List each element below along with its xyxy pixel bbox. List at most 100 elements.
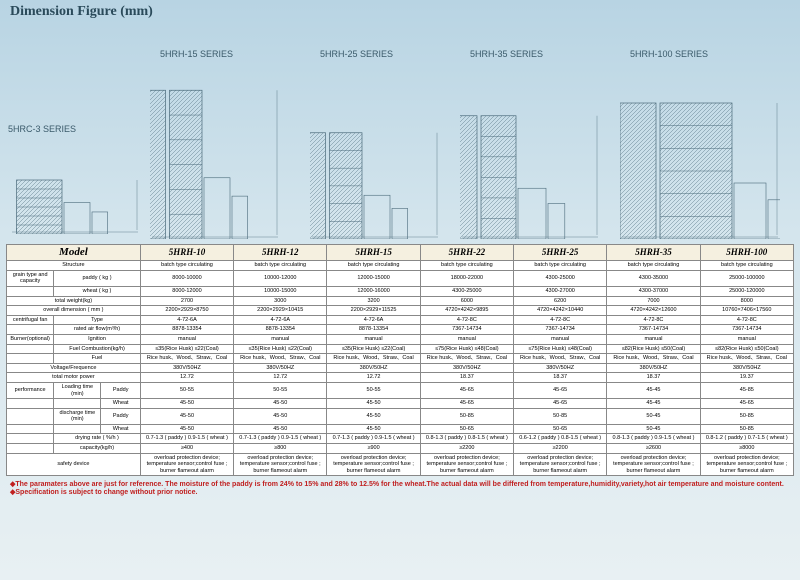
table-cell: ≤75(Rice Husk) ≤48(Coal) bbox=[514, 344, 607, 354]
model-header: Model bbox=[7, 245, 141, 261]
table-cell: 4-72-8C bbox=[607, 315, 700, 325]
row-header: total motor power bbox=[7, 373, 141, 383]
table-cell: 19.37 bbox=[700, 373, 793, 383]
machine-diagram bbox=[150, 64, 280, 239]
table-cell: 18.37 bbox=[514, 373, 607, 383]
table-cell: ≤75(Rice Husk) ≤48(Coal) bbox=[420, 344, 513, 354]
table-cell: Rice husk、Wood、Straw、Coal bbox=[700, 354, 793, 364]
table-cell: Rice husk、Wood、Straw、Coal bbox=[607, 354, 700, 364]
table-cell: 50-85 bbox=[700, 424, 793, 434]
table-cell: 50-65 bbox=[514, 424, 607, 434]
table-cell: 10000-15000 bbox=[234, 286, 327, 296]
table-cell: 12.72 bbox=[234, 373, 327, 383]
series-label: 5HRC-3 SERIES bbox=[8, 124, 76, 134]
table-cell: overload protection device; temperature … bbox=[607, 453, 700, 476]
note-2: ◆Specification is subject to change with… bbox=[10, 488, 790, 496]
row-header: centrifugal fan bbox=[7, 315, 54, 325]
table-cell: 380V/50HZ bbox=[514, 363, 607, 373]
series-label: 5HRH-15 SERIES bbox=[160, 49, 233, 59]
table-cell: manual bbox=[514, 334, 607, 344]
table-cell: 3200 bbox=[327, 296, 420, 306]
row-subheader: drying rate ( %/h ) bbox=[54, 434, 141, 444]
table-cell: 12000-16000 bbox=[327, 286, 420, 296]
table-cell: ≥2200 bbox=[420, 444, 513, 454]
row-header bbox=[7, 408, 54, 424]
table-cell: 4300-35000 bbox=[607, 270, 700, 286]
note-1: ◆The paramaters above are just for refer… bbox=[10, 480, 790, 488]
table-cell: ≤35(Rice Husk) ≤22(Coal) bbox=[140, 344, 233, 354]
series-label: 5HRH-35 SERIES bbox=[470, 49, 543, 59]
table-cell: overload protection device; temperature … bbox=[514, 453, 607, 476]
col-header: 5HRH-12 bbox=[234, 245, 327, 261]
table-cell: manual bbox=[700, 334, 793, 344]
table-cell: 8878-13354 bbox=[140, 325, 233, 335]
table-cell: 380V/50HZ bbox=[327, 363, 420, 373]
table-cell: 45-65 bbox=[514, 399, 607, 409]
table-cell: 380V/50HZ bbox=[140, 363, 233, 373]
table-cell: 50-45 bbox=[607, 424, 700, 434]
col-header: 5HRH-22 bbox=[420, 245, 513, 261]
table-cell: 45-85 bbox=[700, 382, 793, 398]
table-cell: 4300-27000 bbox=[514, 286, 607, 296]
row-subheader: Fuel bbox=[54, 354, 141, 364]
row-header bbox=[7, 344, 54, 354]
table-cell: ≥900 bbox=[327, 444, 420, 454]
row-subheader: Paddy bbox=[101, 408, 140, 424]
table-cell: batch type circulating bbox=[420, 261, 513, 271]
table-cell: batch type circulating bbox=[700, 261, 793, 271]
table-cell: 4-72-8C bbox=[514, 315, 607, 325]
table-cell: 45-50 bbox=[327, 399, 420, 409]
table-cell: batch type circulating bbox=[234, 261, 327, 271]
table-cell: ≥800 bbox=[234, 444, 327, 454]
spec-table-wrap: Model5HRH-105HRH-125HRH-155HRH-225HRH-25… bbox=[0, 244, 800, 476]
table-cell: 25000-120000 bbox=[700, 286, 793, 296]
table-cell: 45-50 bbox=[140, 424, 233, 434]
table-cell: ≤35(Rice Husk) ≤22(Coal) bbox=[327, 344, 420, 354]
table-cell: manual bbox=[607, 334, 700, 344]
table-cell: overload protection device; temperature … bbox=[327, 453, 420, 476]
col-header: 5HRH-10 bbox=[140, 245, 233, 261]
table-cell: 50-65 bbox=[420, 424, 513, 434]
row-header: safety device bbox=[7, 453, 141, 476]
row-header bbox=[7, 354, 54, 364]
table-cell: 0.7-1.3 ( paddy ) 0.9-1.5 ( wheat ) bbox=[140, 434, 233, 444]
row-subheader: Type bbox=[54, 315, 141, 325]
table-cell: 0.8-1.2 ( paddy ) 0.7-1.5 ( wheat ) bbox=[700, 434, 793, 444]
table-cell: 8878-13354 bbox=[234, 325, 327, 335]
table-cell: 8000 bbox=[700, 296, 793, 306]
row-header bbox=[7, 399, 54, 409]
table-cell: Rice husk、Wood、Straw、Coal bbox=[420, 354, 513, 364]
table-cell: 50-85 bbox=[514, 408, 607, 424]
row-header: Burner(optional) bbox=[7, 334, 54, 344]
table-cell: 7367-14734 bbox=[700, 325, 793, 335]
table-cell: ≤35(Rice Husk) ≤22(Coal) bbox=[234, 344, 327, 354]
table-cell: 45-50 bbox=[140, 399, 233, 409]
row-header: grain type and capacity bbox=[7, 270, 54, 286]
table-cell: 45-65 bbox=[514, 382, 607, 398]
table-cell: manual bbox=[234, 334, 327, 344]
table-cell: 380V/50HZ bbox=[420, 363, 513, 373]
table-cell: ≥2600 bbox=[607, 444, 700, 454]
table-cell: 380V/50HZ bbox=[700, 363, 793, 373]
row-subheader: Ignition bbox=[54, 334, 141, 344]
table-cell: 50-85 bbox=[700, 408, 793, 424]
row-header: Voltage/Frequence bbox=[7, 363, 141, 373]
table-cell: Rice husk、Wood、Straw、Coal bbox=[514, 354, 607, 364]
table-cell: 2200×2929×8750 bbox=[140, 306, 233, 316]
table-cell: 12000-15000 bbox=[327, 270, 420, 286]
row-header bbox=[7, 424, 54, 434]
table-cell: Rice husk、Wood、Straw、Coal bbox=[327, 354, 420, 364]
spec-table: Model5HRH-105HRH-125HRH-155HRH-225HRH-25… bbox=[6, 244, 794, 476]
row-subheader: Fuel Combustion(kg/h) bbox=[54, 344, 141, 354]
table-cell: batch type circulating bbox=[514, 261, 607, 271]
table-cell: 50-55 bbox=[140, 382, 233, 398]
table-cell: Rice husk、Wood、Straw、Coal bbox=[234, 354, 327, 364]
table-cell: 50-55 bbox=[327, 382, 420, 398]
row-header bbox=[7, 286, 54, 296]
table-cell: 2200×2929×11525 bbox=[327, 306, 420, 316]
table-cell: batch type circulating bbox=[140, 261, 233, 271]
row-subheader: capacity(kg/h) bbox=[54, 444, 141, 454]
table-cell: 18000-22000 bbox=[420, 270, 513, 286]
table-cell: 25000-100000 bbox=[700, 270, 793, 286]
table-cell: 0.7-1.3 ( paddy ) 0.9-1.5 ( wheat ) bbox=[327, 434, 420, 444]
